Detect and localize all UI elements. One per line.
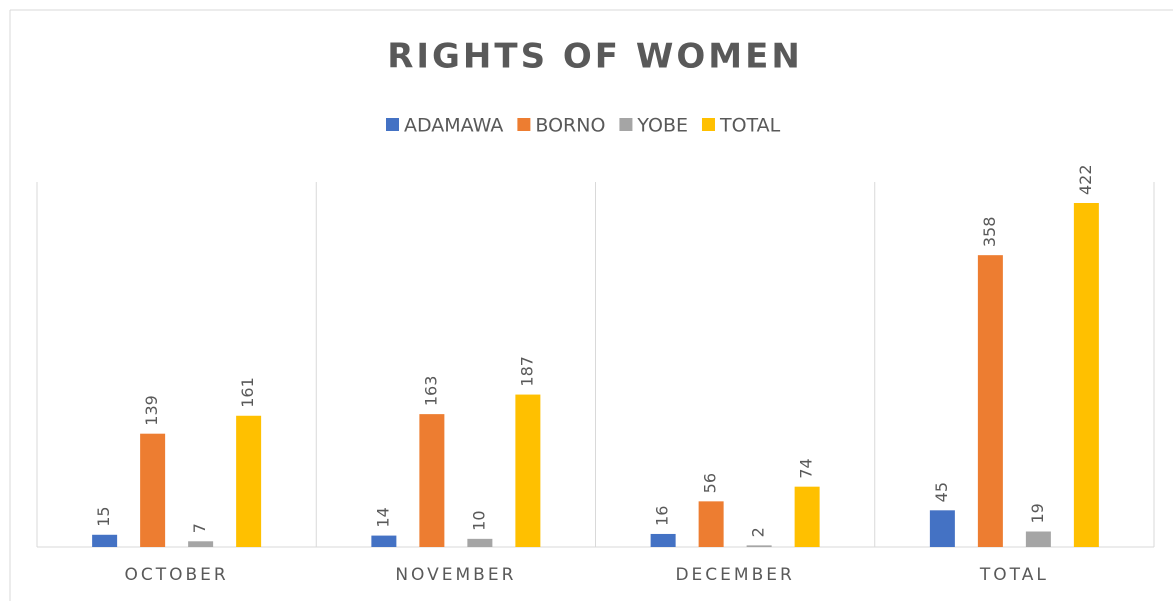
legend-label: YOBE xyxy=(636,115,688,137)
bar xyxy=(92,534,118,547)
x-tick-label: OCTOBER xyxy=(125,565,229,585)
value-label: 161 xyxy=(238,377,257,408)
x-tick-label: TOTAL xyxy=(979,565,1049,585)
value-label: 74 xyxy=(797,458,816,478)
bar xyxy=(650,533,676,547)
legend-label: ADAMAWA xyxy=(404,115,503,137)
bar xyxy=(188,541,214,547)
bar xyxy=(794,486,820,547)
bar xyxy=(1025,531,1051,547)
chart-title: RIGHTS OF WOMEN xyxy=(387,37,803,77)
bar xyxy=(977,255,1003,548)
x-tick-label: NOVEMBER xyxy=(395,565,516,585)
value-label: 16 xyxy=(653,506,672,526)
legend-label: TOTAL xyxy=(719,115,781,137)
x-tick-label: DECEMBER xyxy=(675,565,794,585)
value-label: 187 xyxy=(517,356,536,387)
value-label: 15 xyxy=(94,506,113,526)
value-label: 2 xyxy=(749,527,768,537)
bar xyxy=(236,415,262,547)
bar xyxy=(515,394,541,547)
bar xyxy=(929,510,955,547)
legend-swatch xyxy=(386,118,399,131)
legend-label: BORNO xyxy=(535,115,605,137)
value-label: 139 xyxy=(142,395,161,426)
bar xyxy=(140,433,166,547)
bar xyxy=(371,535,397,547)
value-label: 163 xyxy=(421,376,440,407)
value-label: 56 xyxy=(701,473,720,493)
value-label: 7 xyxy=(190,523,209,533)
bar xyxy=(419,414,445,547)
bar xyxy=(698,501,724,547)
bar xyxy=(467,538,493,547)
value-label: 14 xyxy=(373,507,392,527)
value-label: 422 xyxy=(1076,164,1095,195)
bar xyxy=(1073,203,1099,547)
value-label: 10 xyxy=(469,510,488,530)
value-label: 19 xyxy=(1028,503,1047,523)
legend-swatch xyxy=(517,118,531,131)
bar xyxy=(746,545,772,547)
value-label: 45 xyxy=(932,482,951,502)
legend-swatch xyxy=(619,118,633,131)
value-label: 358 xyxy=(980,217,999,248)
legend-swatch xyxy=(701,118,715,131)
